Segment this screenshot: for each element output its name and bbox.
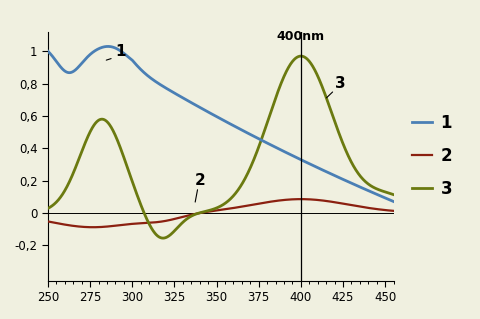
Text: 400nm: 400nm xyxy=(277,30,325,43)
Text: 1: 1 xyxy=(115,44,126,59)
Legend: 1, 2, 3: 1, 2, 3 xyxy=(406,108,459,205)
Text: 2: 2 xyxy=(195,174,205,189)
Text: 3: 3 xyxy=(335,77,345,92)
